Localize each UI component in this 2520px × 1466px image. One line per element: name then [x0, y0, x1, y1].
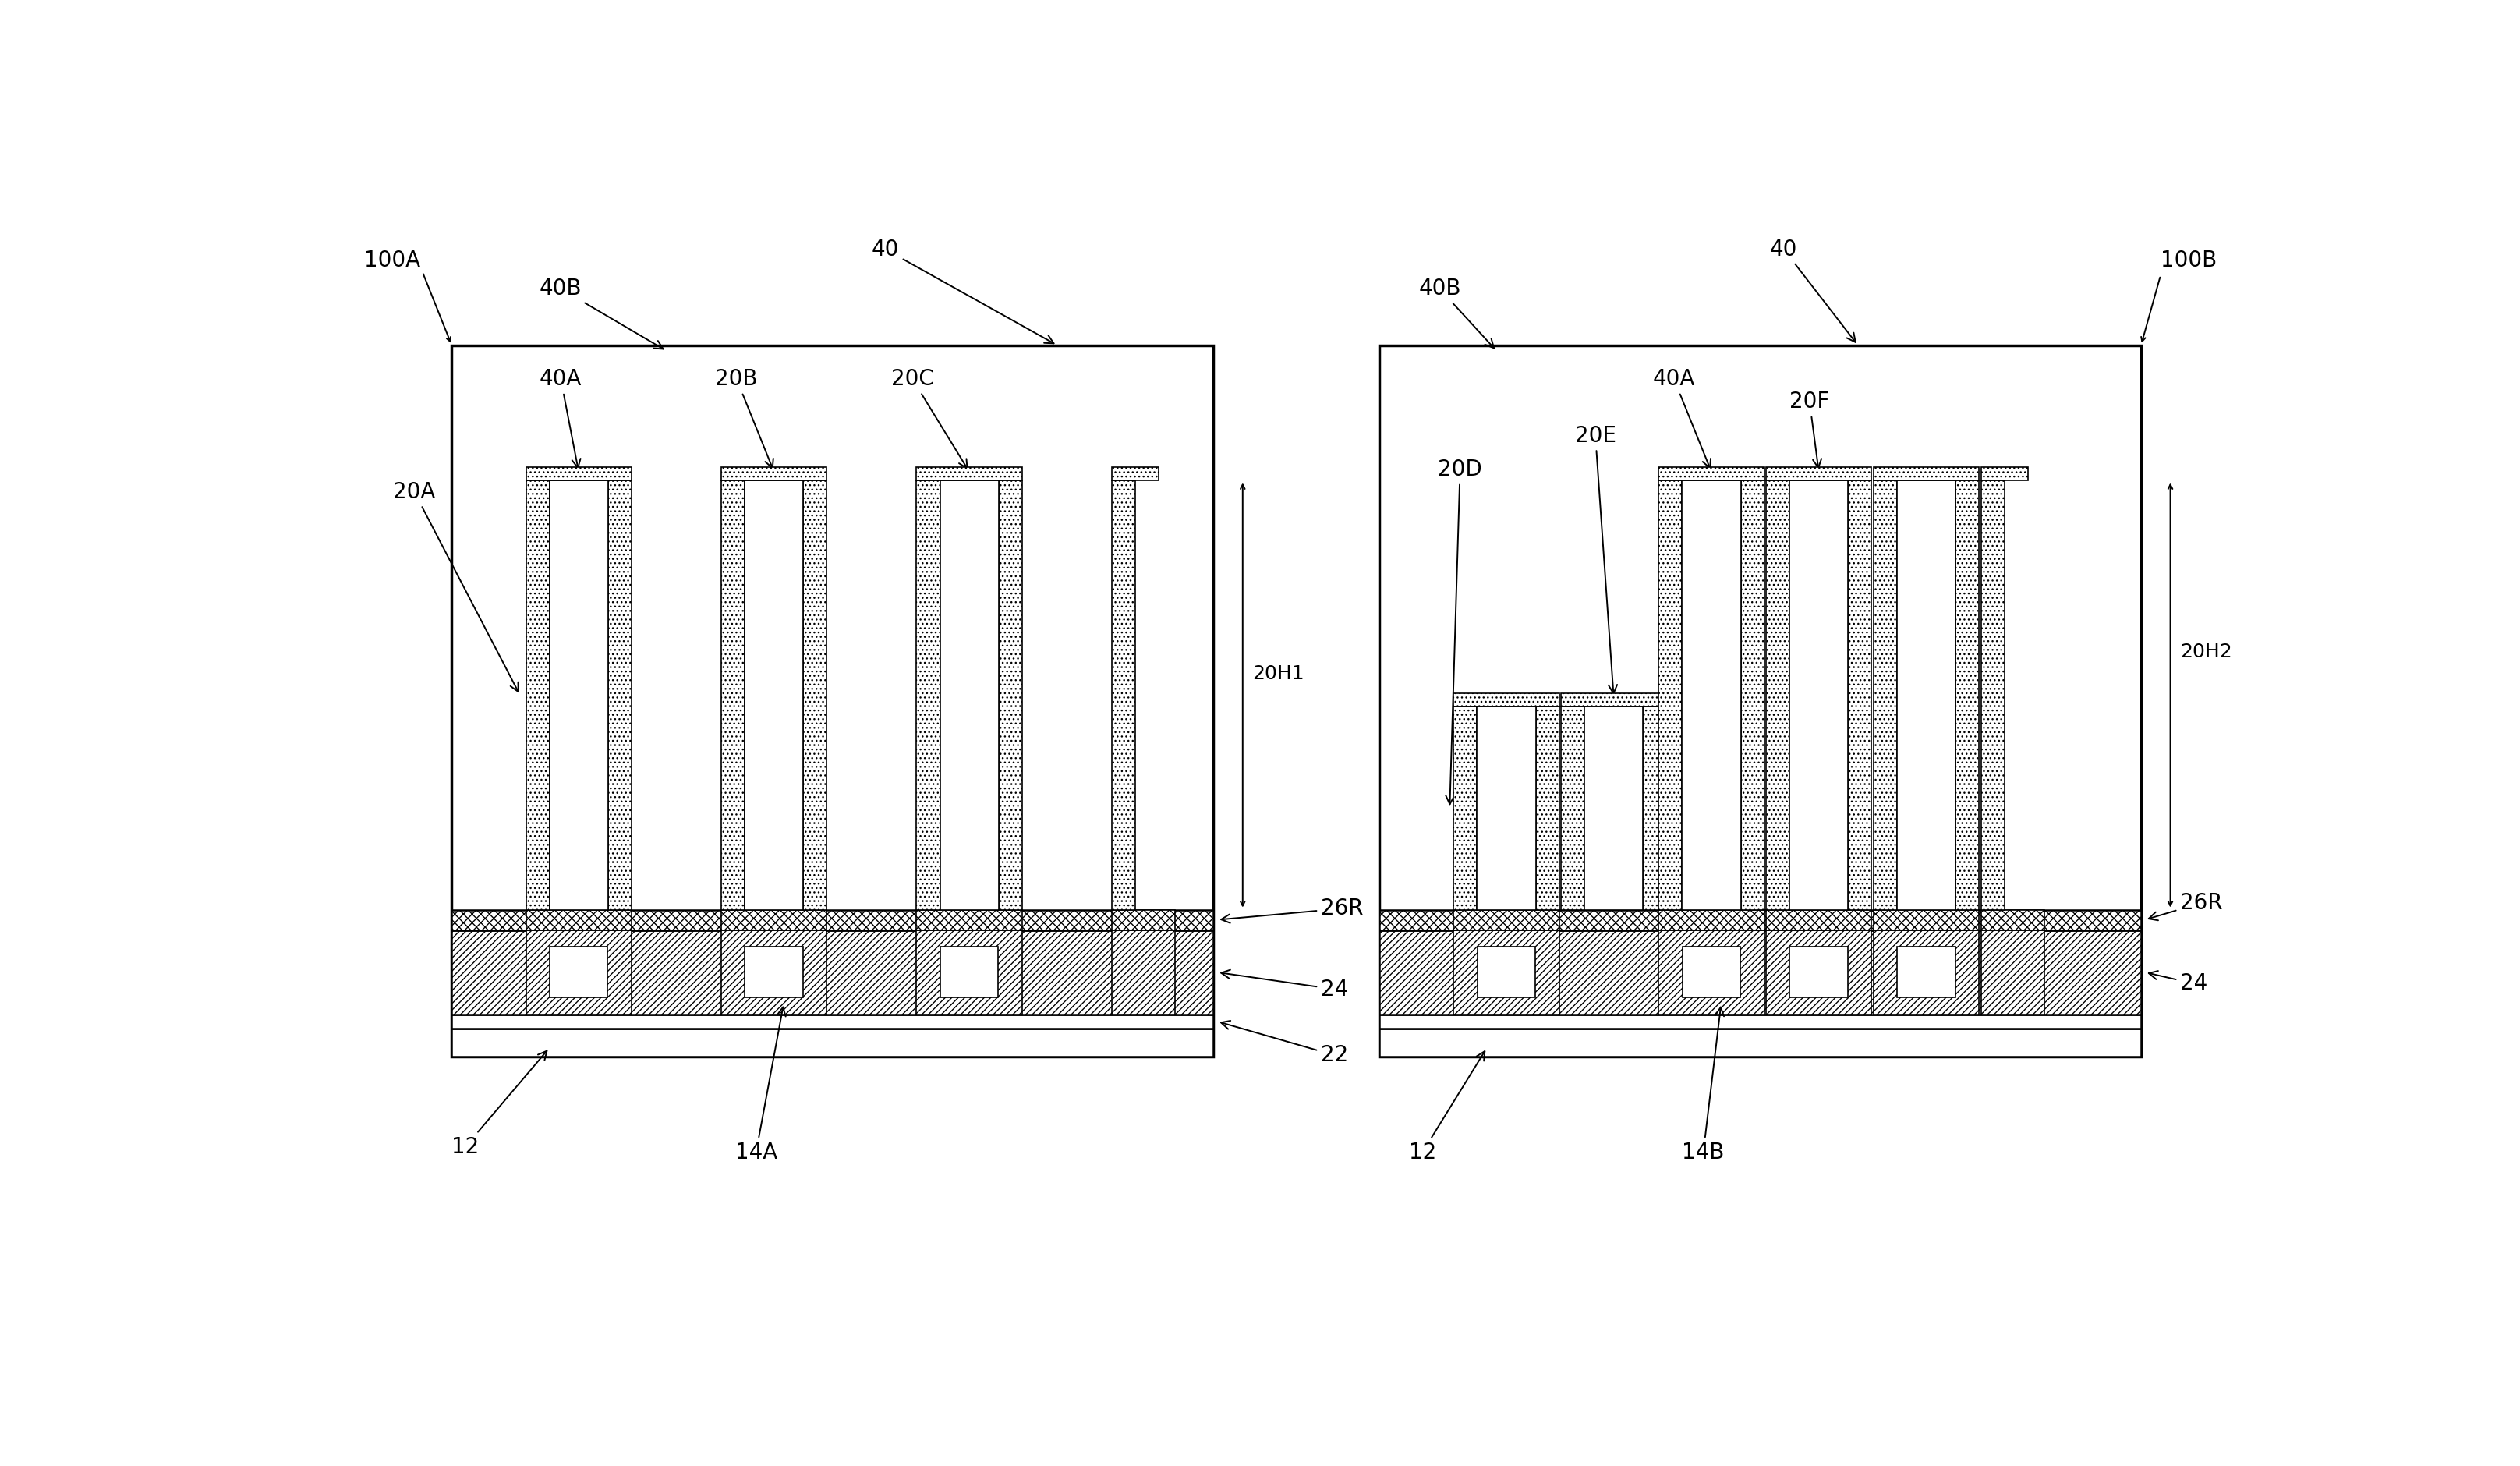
- Bar: [1658, 909, 1764, 929]
- Text: 20H2: 20H2: [2180, 644, 2233, 661]
- Bar: [917, 468, 1023, 481]
- Bar: [1741, 481, 1764, 909]
- Bar: [1454, 909, 1560, 929]
- Bar: [1898, 481, 1956, 909]
- Bar: [1378, 909, 2142, 929]
- Bar: [527, 481, 549, 909]
- Bar: [1111, 468, 1159, 481]
- Text: 26R: 26R: [1222, 897, 1363, 924]
- Bar: [721, 929, 827, 1014]
- Text: 100A: 100A: [363, 249, 421, 271]
- Bar: [527, 468, 633, 481]
- Bar: [1981, 481, 2003, 909]
- Bar: [917, 481, 940, 909]
- Text: 40: 40: [1769, 239, 1855, 342]
- Bar: [1683, 947, 1741, 998]
- Text: 24: 24: [1222, 970, 1348, 1000]
- Bar: [607, 481, 633, 909]
- Bar: [1477, 707, 1535, 909]
- Bar: [940, 481, 998, 909]
- Text: 100B: 100B: [2160, 249, 2218, 271]
- Text: 14B: 14B: [1683, 1007, 1724, 1163]
- Bar: [1560, 707, 1585, 909]
- Bar: [1767, 929, 1872, 1014]
- Bar: [1981, 468, 2029, 481]
- Bar: [1767, 468, 1872, 481]
- Bar: [1378, 929, 2142, 1014]
- Bar: [1981, 929, 2044, 1014]
- Bar: [746, 947, 804, 998]
- Bar: [1378, 345, 2142, 1057]
- Bar: [1658, 929, 1764, 1014]
- Bar: [1585, 707, 1643, 909]
- Bar: [527, 909, 633, 929]
- Bar: [1378, 1014, 2142, 1028]
- Bar: [1658, 481, 1683, 909]
- Bar: [1560, 693, 1666, 707]
- Bar: [451, 929, 1215, 1014]
- Text: 40A: 40A: [539, 368, 582, 468]
- Bar: [1956, 481, 1978, 909]
- Bar: [1872, 909, 1978, 929]
- Text: 24: 24: [2150, 970, 2208, 994]
- Text: 26R: 26R: [2150, 891, 2223, 921]
- Bar: [1111, 929, 1174, 1014]
- Bar: [721, 468, 827, 481]
- Text: 40B: 40B: [539, 279, 663, 349]
- Text: 20E: 20E: [1575, 425, 1618, 693]
- Bar: [527, 929, 633, 1014]
- Text: 40: 40: [872, 239, 1053, 343]
- Bar: [1111, 481, 1134, 909]
- Bar: [1643, 707, 1666, 909]
- Bar: [1872, 929, 1978, 1014]
- Text: 20C: 20C: [892, 368, 968, 468]
- Text: 20D: 20D: [1439, 459, 1482, 805]
- Bar: [549, 481, 607, 909]
- Bar: [1898, 947, 1956, 998]
- Bar: [1683, 481, 1741, 909]
- Bar: [998, 481, 1023, 909]
- Bar: [1789, 947, 1847, 998]
- Bar: [1767, 909, 1872, 929]
- Bar: [804, 481, 827, 909]
- Text: 40B: 40B: [1419, 279, 1494, 347]
- Bar: [451, 1014, 1215, 1028]
- Bar: [940, 947, 998, 998]
- Bar: [1378, 1028, 2142, 1057]
- Bar: [1111, 909, 1174, 929]
- Bar: [746, 481, 804, 909]
- Bar: [1454, 693, 1560, 707]
- Text: 40A: 40A: [1653, 368, 1711, 468]
- Text: 20A: 20A: [393, 481, 519, 692]
- Bar: [451, 909, 1215, 929]
- Bar: [451, 345, 1215, 1057]
- Bar: [917, 929, 1023, 1014]
- Bar: [1535, 707, 1560, 909]
- Bar: [549, 947, 607, 998]
- Bar: [1872, 468, 1978, 481]
- Bar: [1872, 481, 1898, 909]
- Bar: [1477, 947, 1535, 998]
- Bar: [917, 909, 1023, 929]
- Text: 20H1: 20H1: [1252, 664, 1305, 683]
- Bar: [721, 481, 746, 909]
- Bar: [1658, 468, 1764, 481]
- Bar: [721, 909, 827, 929]
- Text: 20F: 20F: [1789, 391, 1830, 468]
- Bar: [1981, 909, 2044, 929]
- Bar: [1454, 929, 1560, 1014]
- Bar: [1847, 481, 1872, 909]
- Text: 20B: 20B: [716, 368, 774, 468]
- Bar: [1454, 707, 1477, 909]
- Text: 22: 22: [1222, 1020, 1348, 1066]
- Bar: [1767, 481, 1789, 909]
- Text: 14A: 14A: [736, 1007, 786, 1163]
- Text: 12: 12: [451, 1051, 547, 1158]
- Text: 12: 12: [1409, 1051, 1484, 1163]
- Bar: [1789, 481, 1847, 909]
- Bar: [451, 1028, 1215, 1057]
